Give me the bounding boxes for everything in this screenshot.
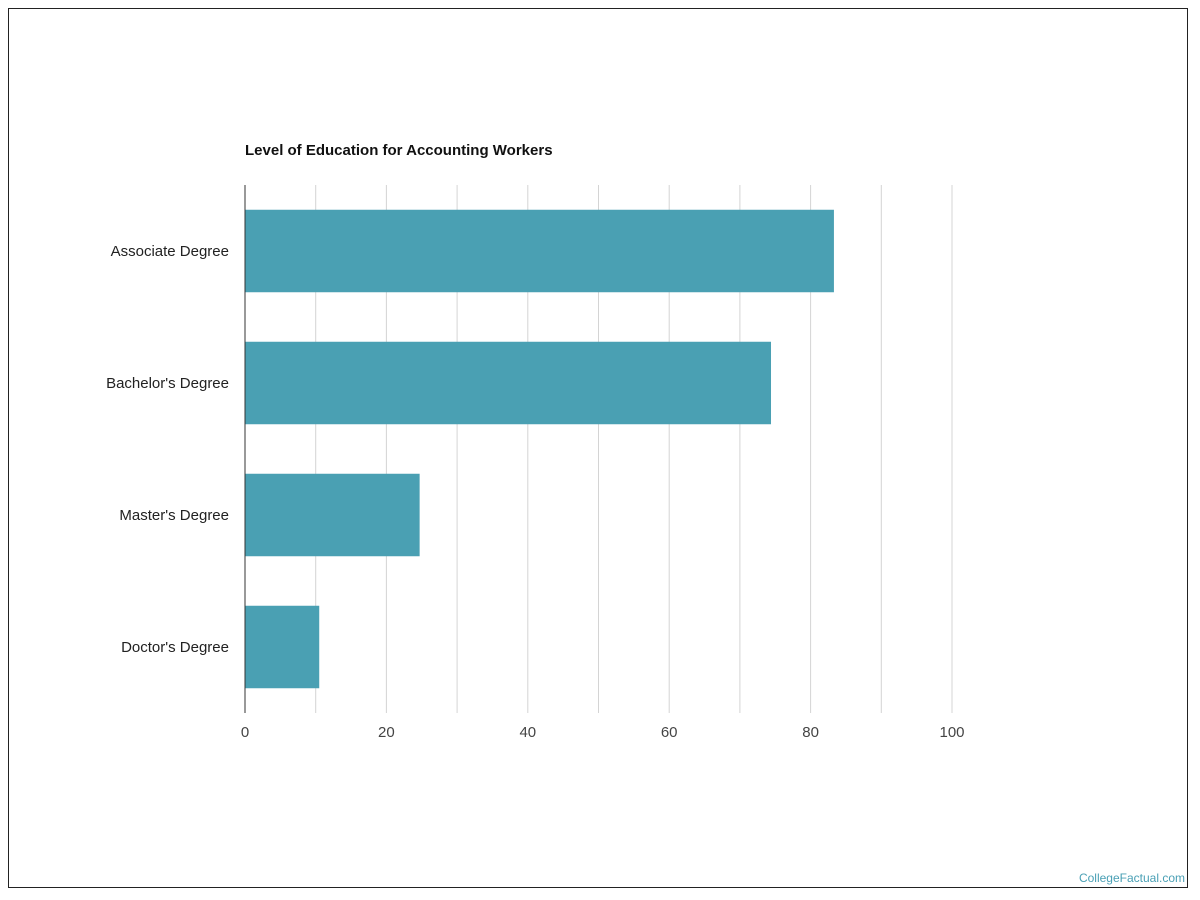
x-tick-label: 100 bbox=[939, 724, 964, 741]
bars bbox=[245, 209, 834, 689]
chart-title: Level of Education for Accounting Worker… bbox=[245, 142, 553, 159]
category-labels: Associate Degree Bachelor's Degree Master'… bbox=[106, 243, 229, 656]
bar[interactable] bbox=[245, 473, 420, 557]
category-label: Bachelor's Degree bbox=[106, 375, 229, 392]
x-tick-label: 40 bbox=[519, 724, 536, 741]
x-tick-label: 20 bbox=[378, 724, 395, 741]
x-tick-labels: 0 20 40 60 80 100 bbox=[241, 724, 965, 741]
category-label: Doctor's Degree bbox=[121, 639, 229, 656]
x-tick-label: 80 bbox=[802, 724, 819, 741]
x-tick-label: 60 bbox=[661, 724, 678, 741]
category-label: Master's Degree bbox=[119, 507, 229, 524]
bar[interactable] bbox=[245, 209, 834, 293]
category-label: Associate Degree bbox=[111, 243, 229, 260]
watermark-link[interactable]: CollegeFactual.com bbox=[1078, 871, 1185, 885]
x-tick-label: 0 bbox=[241, 724, 249, 741]
bar[interactable] bbox=[245, 605, 320, 689]
bar[interactable] bbox=[245, 341, 772, 425]
